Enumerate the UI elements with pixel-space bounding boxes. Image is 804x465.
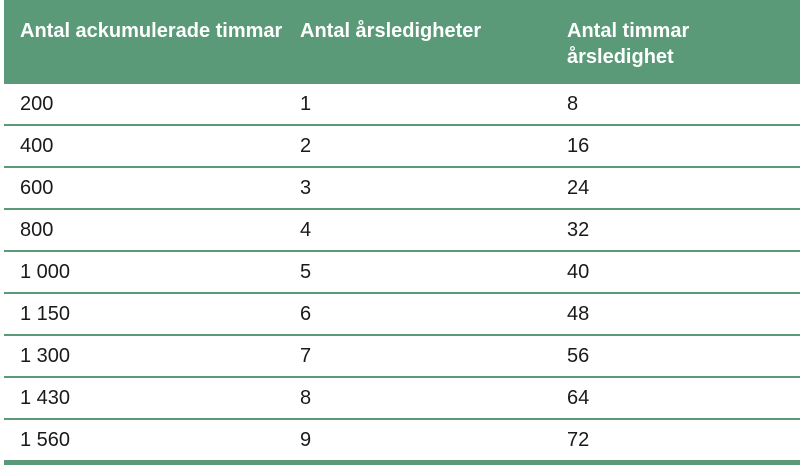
header-leave-hours: Antal timmar årsledighet bbox=[551, 0, 800, 84]
cell-leave-hours: 56 bbox=[551, 335, 800, 378]
cell-leave-hours: 64 bbox=[551, 377, 800, 420]
table-body: 200 1 8 400 2 16 600 3 24 800 4 32 1 000 bbox=[4, 84, 800, 465]
cell-number-of-leaves: 2 bbox=[284, 125, 551, 168]
cell-number-of-leaves: 3 bbox=[284, 167, 551, 210]
cell-number-of-leaves: 6 bbox=[284, 293, 551, 336]
header-accumulated-hours: Antal ackumulerade timmar bbox=[4, 0, 284, 84]
cell-number-of-leaves: 5 bbox=[284, 251, 551, 294]
cell-accumulated-hours: 1 560 bbox=[4, 419, 284, 465]
cell-accumulated-hours: 600 bbox=[4, 167, 284, 210]
cell-leave-hours: 8 bbox=[551, 84, 800, 126]
cell-accumulated-hours: 1 300 bbox=[4, 335, 284, 378]
cell-leave-hours: 24 bbox=[551, 167, 800, 210]
cell-number-of-leaves: 8 bbox=[284, 377, 551, 420]
cell-accumulated-hours: 1 000 bbox=[4, 251, 284, 294]
cell-leave-hours: 72 bbox=[551, 419, 800, 465]
hours-table: Antal ackumulerade timmar Antal årsledig… bbox=[4, 0, 800, 465]
cell-number-of-leaves: 7 bbox=[284, 335, 551, 378]
table-row: 600 3 24 bbox=[4, 167, 800, 210]
cell-accumulated-hours: 200 bbox=[4, 84, 284, 126]
cell-accumulated-hours: 1 150 bbox=[4, 293, 284, 336]
cell-leave-hours: 16 bbox=[551, 125, 800, 168]
header-number-of-leaves: Antal årsledigheter bbox=[284, 0, 551, 84]
cell-leave-hours: 48 bbox=[551, 293, 800, 336]
cell-number-of-leaves: 9 bbox=[284, 419, 551, 465]
table-row: 1 430 8 64 bbox=[4, 377, 800, 420]
hours-table-container: Antal ackumulerade timmar Antal årsledig… bbox=[4, 0, 800, 465]
cell-number-of-leaves: 4 bbox=[284, 209, 551, 252]
table-header: Antal ackumulerade timmar Antal årsledig… bbox=[4, 0, 800, 84]
table-row: 400 2 16 bbox=[4, 125, 800, 168]
cell-leave-hours: 32 bbox=[551, 209, 800, 252]
table-row: 1 000 5 40 bbox=[4, 251, 800, 294]
table-row: 1 150 6 48 bbox=[4, 293, 800, 336]
cell-accumulated-hours: 1 430 bbox=[4, 377, 284, 420]
cell-leave-hours: 40 bbox=[551, 251, 800, 294]
header-row: Antal ackumulerade timmar Antal årsledig… bbox=[4, 0, 800, 84]
cell-number-of-leaves: 1 bbox=[284, 84, 551, 126]
table-row: 1 560 9 72 bbox=[4, 419, 800, 465]
table-row: 200 1 8 bbox=[4, 84, 800, 126]
table-row: 800 4 32 bbox=[4, 209, 800, 252]
cell-accumulated-hours: 400 bbox=[4, 125, 284, 168]
cell-accumulated-hours: 800 bbox=[4, 209, 284, 252]
table-row: 1 300 7 56 bbox=[4, 335, 800, 378]
